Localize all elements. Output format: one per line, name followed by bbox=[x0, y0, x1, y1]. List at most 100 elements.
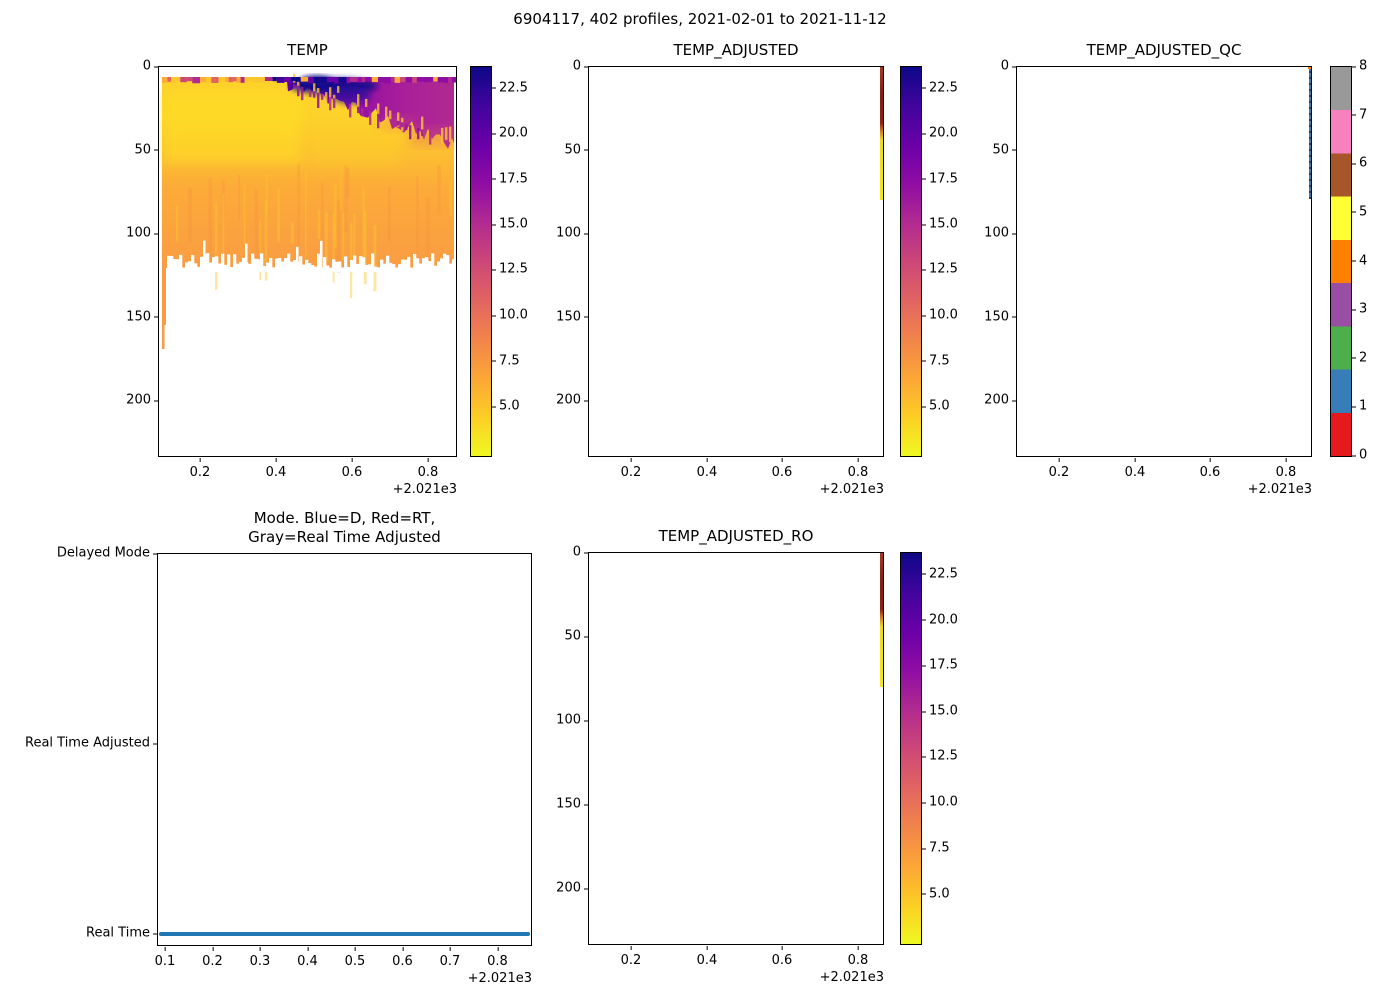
tick-label: 0.8 bbox=[847, 458, 869, 480]
tick-label: 3 bbox=[1351, 301, 1368, 317]
tick-label: 0.1 bbox=[154, 947, 176, 969]
tick-label: 0.6 bbox=[771, 458, 793, 480]
tick-label: 20.0 bbox=[922, 125, 958, 141]
tick-label: 5.0 bbox=[922, 398, 950, 414]
panel-temp: TEMP 0 50 100 150 200 0.2 0.4 0.6 0.8 +2.021e3 bbox=[126, 41, 457, 497]
tick-label: 0.4 bbox=[696, 946, 718, 968]
tick-label: 200 bbox=[556, 880, 588, 896]
tick-label: 0.8 bbox=[1275, 458, 1297, 480]
temp-x-offset-label: +2.021e3 bbox=[392, 482, 457, 497]
tick-label: 1 bbox=[1351, 398, 1368, 414]
temp-adjusted-ro-x-ticks: 0.2 0.4 0.6 0.8 bbox=[588, 552, 884, 968]
tick-label: 12.5 bbox=[922, 261, 958, 277]
tick-label: Real Time bbox=[86, 925, 157, 941]
temp-adjusted-ro-x-offset-label: +2.021e3 bbox=[819, 970, 884, 985]
temp-adjusted-qc-y-ticks: 0 50 100 150 200 bbox=[984, 59, 1312, 457]
tick-label: 5 bbox=[1351, 204, 1368, 220]
tick-label: 15.0 bbox=[922, 703, 958, 719]
panel-temp-adjusted-qc: TEMP_ADJUSTED_QC 0 50 100 150 200 0.2 0.4 0.6 0… bbox=[984, 41, 1312, 497]
tick-label: 20.0 bbox=[922, 612, 958, 628]
tick-label: 17.5 bbox=[922, 657, 958, 673]
temp-adjusted-x-ticks: 0.2 0.4 0.6 0.8 bbox=[588, 66, 884, 480]
panel-temp-title: TEMP bbox=[287, 41, 328, 59]
qc-data-strip bbox=[1309, 67, 1311, 199]
tick-label: 8 bbox=[1351, 58, 1368, 74]
mode-x-ticks: 0.1 0.2 0.3 0.4 0.5 0.6 0.7 0.8 bbox=[155, 553, 532, 969]
colorbar-qc: 8 7 6 5 4 3 2 1 0 bbox=[1330, 59, 1367, 463]
tick-label: 7 bbox=[1351, 107, 1368, 123]
tick-label: 0.2 bbox=[620, 458, 642, 480]
tick-label: 50 bbox=[134, 142, 158, 158]
tick-label: 0.2 bbox=[620, 946, 642, 968]
qc-data-strip-top-mark bbox=[1308, 67, 1311, 69]
panel-temp-adjusted-ro-title: TEMP_ADJUSTED_RO bbox=[658, 527, 814, 545]
colorbar-temp-adjusted-ro: 22.5 20.0 17.5 15.0 12.5 10.0 7.5 5.0 bbox=[900, 552, 958, 945]
tick-label: 0 bbox=[1000, 58, 1017, 74]
tick-label: 100 bbox=[126, 225, 158, 241]
colorbar-temp: 22.5 20.0 17.5 15.0 12.5 10.0 7.5 5.0 bbox=[470, 66, 528, 457]
tick-label: 7.5 bbox=[922, 840, 950, 856]
tick-label: 20.0 bbox=[492, 125, 528, 141]
tick-label: 0.7 bbox=[439, 947, 461, 969]
tick-label: 0 bbox=[572, 58, 589, 74]
tick-label: 17.5 bbox=[492, 171, 528, 187]
panel-temp-adjusted: TEMP_ADJUSTED 0 50 100 150 200 0.2 0.4 0.6 0.8 … bbox=[556, 41, 884, 497]
mode-real-time-line bbox=[159, 932, 530, 936]
adjusted-data-strip bbox=[880, 67, 883, 200]
panel-temp-adjusted-title: TEMP_ADJUSTED bbox=[673, 41, 799, 59]
temp-adjusted-x-offset-label: +2.021e3 bbox=[819, 482, 884, 497]
tick-label: 0.6 bbox=[771, 946, 793, 968]
tick-label: 7.5 bbox=[922, 353, 950, 368]
tick-label: 0 bbox=[572, 544, 589, 560]
ro-data-strip bbox=[880, 553, 883, 687]
tick-label: 150 bbox=[984, 309, 1016, 325]
tick-label: 10.0 bbox=[922, 794, 958, 810]
tick-label: 5.0 bbox=[492, 398, 520, 414]
tick-label: 0 bbox=[142, 58, 159, 74]
tick-label: 15.0 bbox=[492, 216, 528, 232]
tick-label: 2 bbox=[1351, 350, 1368, 366]
temp-adjusted-qc-x-offset-label: +2.021e3 bbox=[1247, 482, 1312, 497]
tick-label: 0.3 bbox=[249, 947, 271, 969]
panel-mode-title-line2: Gray=Real Time Adjusted bbox=[248, 528, 441, 546]
tick-label: 200 bbox=[984, 392, 1016, 408]
tick-label: 0.6 bbox=[1199, 458, 1221, 480]
figure-suptitle: 6904117, 402 profiles, 2021-02-01 to 202… bbox=[513, 10, 887, 28]
colorbar-temp-ticks: 22.5 20.0 17.5 15.0 12.5 10.0 7.5 5.0 bbox=[470, 66, 528, 457]
temp-adjusted-qc-x-ticks: 0.2 0.4 0.6 0.8 bbox=[1016, 66, 1312, 480]
tick-label: Real Time Adjusted bbox=[25, 735, 157, 751]
tick-label: 0.8 bbox=[847, 946, 869, 968]
panel-mode-title-line1: Mode. Blue=D, Red=RT, bbox=[253, 509, 436, 527]
tick-label: 15.0 bbox=[922, 216, 958, 232]
tick-label: 50 bbox=[564, 628, 588, 644]
panel-mode: Mode. Blue=D, Red=RT, Gray=Real Time Adj… bbox=[25, 509, 532, 986]
tick-label: 0.6 bbox=[392, 947, 413, 969]
colorbar-qc-ticks: 8 7 6 5 4 3 2 1 0 bbox=[1330, 59, 1367, 463]
tick-label: 200 bbox=[556, 392, 588, 408]
tick-label: 4 bbox=[1351, 253, 1368, 268]
tick-label: 150 bbox=[556, 796, 588, 812]
mode-x-offset-label: +2.021e3 bbox=[467, 971, 532, 986]
tick-label: 100 bbox=[556, 712, 588, 728]
tick-label: 17.5 bbox=[922, 171, 958, 187]
tick-label: 200 bbox=[126, 392, 158, 408]
panel-temp-adjusted-qc-title: TEMP_ADJUSTED_QC bbox=[1086, 41, 1242, 59]
tick-label: 100 bbox=[984, 225, 1016, 241]
tick-label: 50 bbox=[992, 142, 1016, 158]
tick-label: 10.0 bbox=[492, 307, 528, 323]
tick-label: 0.6 bbox=[341, 458, 363, 480]
tick-label: 0.4 bbox=[265, 458, 287, 480]
tick-label: 0.8 bbox=[487, 947, 508, 969]
tick-label: 0.8 bbox=[417, 458, 439, 480]
tick-label: 0.4 bbox=[696, 458, 718, 480]
tick-label: 6 bbox=[1351, 155, 1368, 171]
tick-label: 100 bbox=[556, 225, 588, 241]
tick-label: 0 bbox=[1351, 447, 1368, 463]
temp-heatmap-canvas bbox=[162, 73, 456, 349]
temp-adjusted-ro-y-ticks: 0 50 100 150 200 bbox=[556, 545, 884, 945]
panel-mode-title: Mode. Blue=D, Red=RT, Gray=Real Time Adj… bbox=[248, 509, 441, 547]
tick-label: 22.5 bbox=[922, 80, 958, 96]
colorbar-temp-adjusted: 22.5 20.0 17.5 15.0 12.5 10.0 7.5 5.0 bbox=[900, 66, 958, 457]
tick-label: 12.5 bbox=[492, 261, 528, 277]
tick-label: 0.5 bbox=[344, 947, 366, 969]
